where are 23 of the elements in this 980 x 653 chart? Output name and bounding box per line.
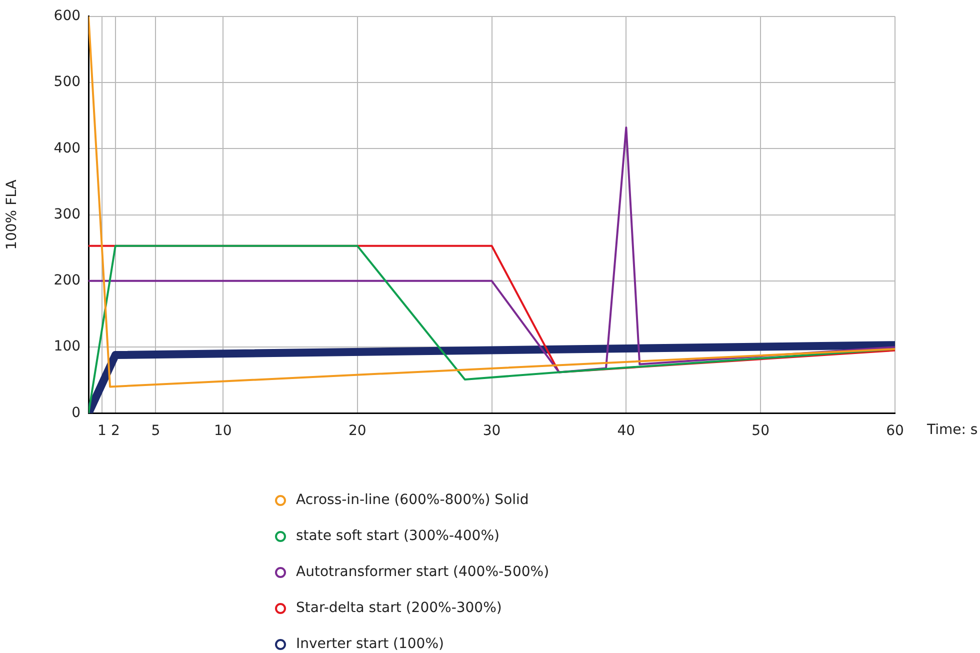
x-tick-label: 20 <box>348 423 366 440</box>
x-tick-label: 5 <box>151 423 160 440</box>
x-tick-label: 40 <box>617 423 636 440</box>
x-tick-label: 10 <box>214 423 232 440</box>
x-tick-label: 1 <box>98 423 106 440</box>
x-tick-label: 2 <box>110 423 120 440</box>
x-tick-label: 60 <box>886 423 904 440</box>
legend-label: Autotransformer start (400%-500%) <box>296 564 550 580</box>
x-axis-title: Time: s <box>926 422 978 438</box>
y-tick-label: 600 <box>54 8 81 24</box>
x-tick-label: 30 <box>482 423 501 440</box>
y-tick-label: 500 <box>54 74 81 90</box>
legend-label: state soft start (300%-400%) <box>296 528 500 544</box>
y-tick-label: 0 <box>72 404 81 421</box>
legend-label: Star-delta start (200%-300%) <box>296 600 502 616</box>
legend-label: Inverter start (100%) <box>296 636 444 652</box>
x-tick-label: 50 <box>752 423 770 440</box>
y-tick-label: 300 <box>54 206 81 222</box>
y-tick-label: 400 <box>54 140 81 156</box>
legend-label: Across-in-line (600%-800%) Solid <box>296 492 529 508</box>
y-axis-title: 100% FLA <box>4 179 20 250</box>
y-tick-label: 200 <box>54 272 81 289</box>
y-tick-label: 100 <box>54 338 81 355</box>
